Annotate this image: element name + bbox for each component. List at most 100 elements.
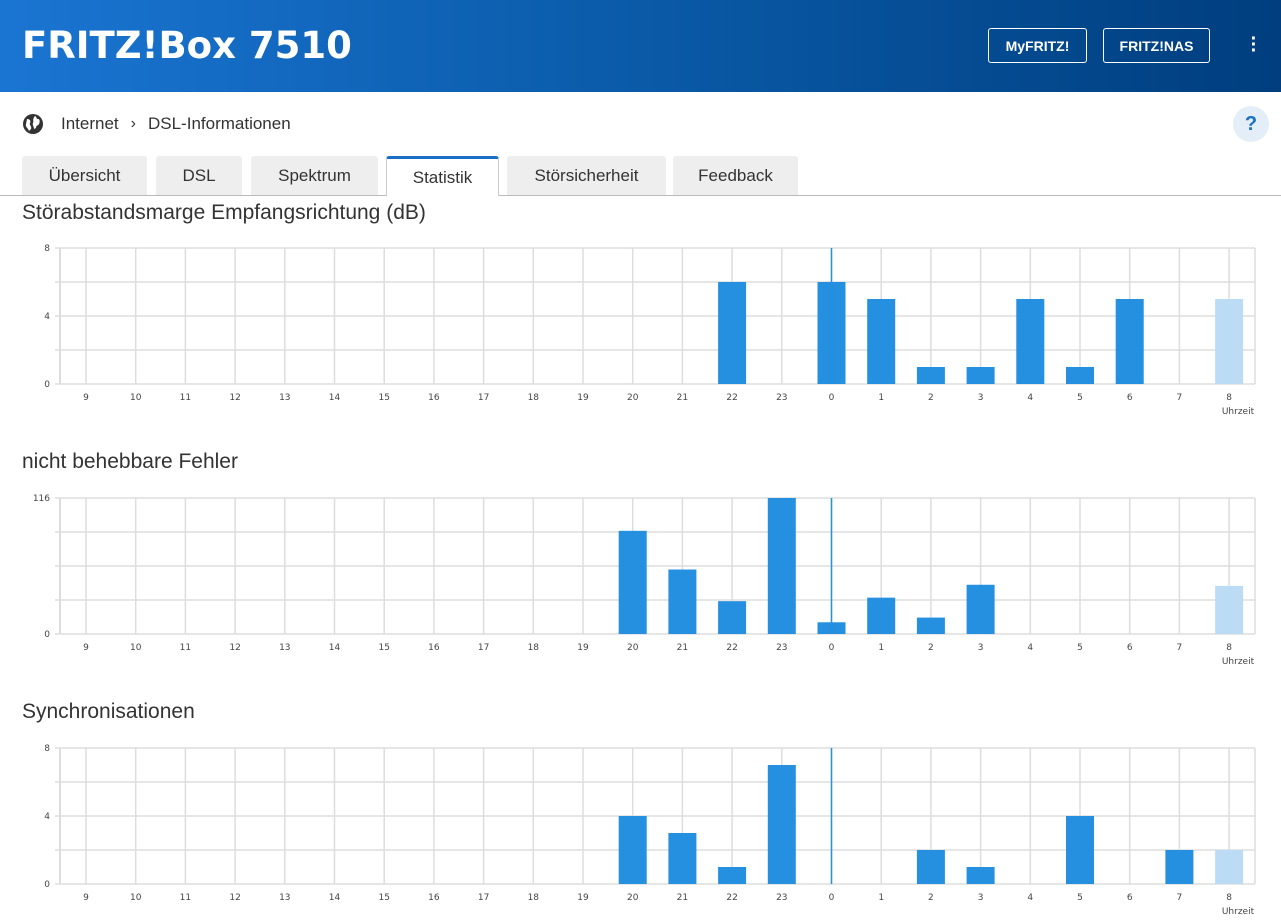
bar xyxy=(718,282,747,384)
x-tick-label: 13 xyxy=(279,643,290,653)
x-tick-label: 5 xyxy=(1077,393,1083,403)
chart-title-sync: Synchronisationen xyxy=(22,700,195,723)
x-tick-label: 21 xyxy=(677,393,688,403)
x-tick-label: 3 xyxy=(978,393,984,403)
tab-uebersicht[interactable]: Übersicht xyxy=(22,156,147,195)
help-button[interactable]: ? xyxy=(1233,106,1269,142)
x-tick-label: 17 xyxy=(478,893,489,903)
y-tick-label: 4 xyxy=(44,812,50,822)
bar xyxy=(668,569,697,634)
x-tick-label: 12 xyxy=(229,893,240,903)
x-tick-label: 0 xyxy=(829,893,835,903)
x-tick-label: 8 xyxy=(1226,393,1232,403)
x-tick-label: 6 xyxy=(1127,643,1133,653)
x-tick-label: 19 xyxy=(577,893,589,903)
x-tick-label: 12 xyxy=(229,393,240,403)
x-tick-label: 21 xyxy=(677,643,688,653)
breadcrumb-dsl-informationen: DSL-Informationen xyxy=(147,114,291,133)
x-tick-label: 5 xyxy=(1077,643,1083,653)
x-tick-label: 0 xyxy=(829,643,835,653)
x-tick-label: 22 xyxy=(726,643,737,653)
x-tick-label: 9 xyxy=(83,643,89,653)
x-tick-label: 3 xyxy=(978,893,984,903)
fritznas-button[interactable]: FRITZ!NAS xyxy=(1103,28,1210,63)
y-tick-label: 8 xyxy=(44,744,50,754)
x-tick-label: 5 xyxy=(1077,893,1083,903)
more-vertical-icon[interactable]: · · · xyxy=(1250,28,1258,62)
x-tick-label: 13 xyxy=(279,393,290,403)
app-title: FRITZ!Box 7510 xyxy=(22,24,352,67)
bar xyxy=(718,867,747,884)
bar xyxy=(916,367,945,384)
myfritz-button[interactable]: MyFRITZ! xyxy=(988,28,1087,63)
x-tick-label: 15 xyxy=(378,393,389,403)
y-tick-label: 4 xyxy=(44,312,50,322)
bar-current-hour xyxy=(1215,585,1244,634)
x-tick-label: 21 xyxy=(677,893,688,903)
bar xyxy=(767,765,796,884)
x-tick-label: 8 xyxy=(1226,643,1232,653)
chevron-right-icon: › xyxy=(130,115,136,132)
x-tick-label: 6 xyxy=(1127,893,1133,903)
x-axis-label: Uhrzeit xyxy=(1222,907,1255,917)
x-tick-label: 16 xyxy=(428,393,440,403)
tab-stoersicherheit[interactable]: Störsicherheit xyxy=(507,156,666,195)
tab-spektrum[interactable]: Spektrum xyxy=(251,156,378,195)
x-tick-label: 10 xyxy=(130,643,142,653)
chart-title-snr: Störabstandsmarge Empfangsrichtung (dB) xyxy=(22,201,426,224)
x-tick-label: 19 xyxy=(577,393,589,403)
breadcrumb: Internet › DSL-Informationen xyxy=(22,113,291,135)
x-tick-label: 11 xyxy=(180,643,191,653)
bar xyxy=(718,601,747,634)
x-tick-label: 14 xyxy=(329,643,341,653)
x-tick-label: 6 xyxy=(1127,393,1133,403)
bar xyxy=(618,530,647,634)
x-tick-label: 10 xyxy=(130,893,142,903)
tab-dsl[interactable]: DSL xyxy=(156,156,242,195)
x-tick-label: 18 xyxy=(528,643,540,653)
bar xyxy=(1115,299,1144,384)
y-tick-label: 0 xyxy=(44,630,50,640)
bar xyxy=(668,833,697,884)
x-tick-label: 7 xyxy=(1177,893,1183,903)
x-tick-label: 2 xyxy=(928,393,934,403)
bar xyxy=(916,617,945,634)
bar xyxy=(1066,367,1094,384)
globe-icon xyxy=(23,114,43,134)
x-tick-label: 1 xyxy=(878,643,884,653)
x-tick-label: 1 xyxy=(878,893,884,903)
bar xyxy=(966,584,995,634)
y-tick-label: 8 xyxy=(44,244,50,254)
x-tick-label: 7 xyxy=(1177,393,1183,403)
x-tick-label: 16 xyxy=(428,643,440,653)
x-tick-label: 20 xyxy=(627,893,639,903)
bar-current-hour xyxy=(1215,299,1244,384)
x-tick-label: 15 xyxy=(378,893,389,903)
x-tick-label: 4 xyxy=(1027,893,1033,903)
x-tick-label: 2 xyxy=(928,643,934,653)
bar xyxy=(1016,299,1045,384)
bar xyxy=(966,367,995,384)
bar xyxy=(867,299,896,384)
x-tick-label: 3 xyxy=(978,643,984,653)
tab-statistik[interactable]: Statistik xyxy=(386,156,499,196)
bar xyxy=(618,816,647,884)
x-axis-label: Uhrzeit xyxy=(1222,407,1255,417)
tab-feedback[interactable]: Feedback xyxy=(673,156,798,195)
x-tick-label: 2 xyxy=(928,893,934,903)
breadcrumb-internet[interactable]: Internet xyxy=(61,114,119,133)
x-tick-label: 10 xyxy=(130,393,142,403)
x-tick-label: 19 xyxy=(577,643,589,653)
header: FRITZ!Box 7510 MyFRITZ! FRITZ!NAS · · · xyxy=(0,0,1281,92)
chart-title-errors: nicht behebbare Fehler xyxy=(22,450,238,473)
x-tick-label: 4 xyxy=(1027,643,1033,653)
x-tick-label: 4 xyxy=(1027,393,1033,403)
bar xyxy=(1165,850,1194,884)
bar-current-hour xyxy=(1215,850,1244,884)
x-tick-label: 23 xyxy=(776,643,787,653)
bar xyxy=(1066,816,1094,884)
x-tick-label: 7 xyxy=(1177,643,1183,653)
x-tick-label: 9 xyxy=(83,893,89,903)
